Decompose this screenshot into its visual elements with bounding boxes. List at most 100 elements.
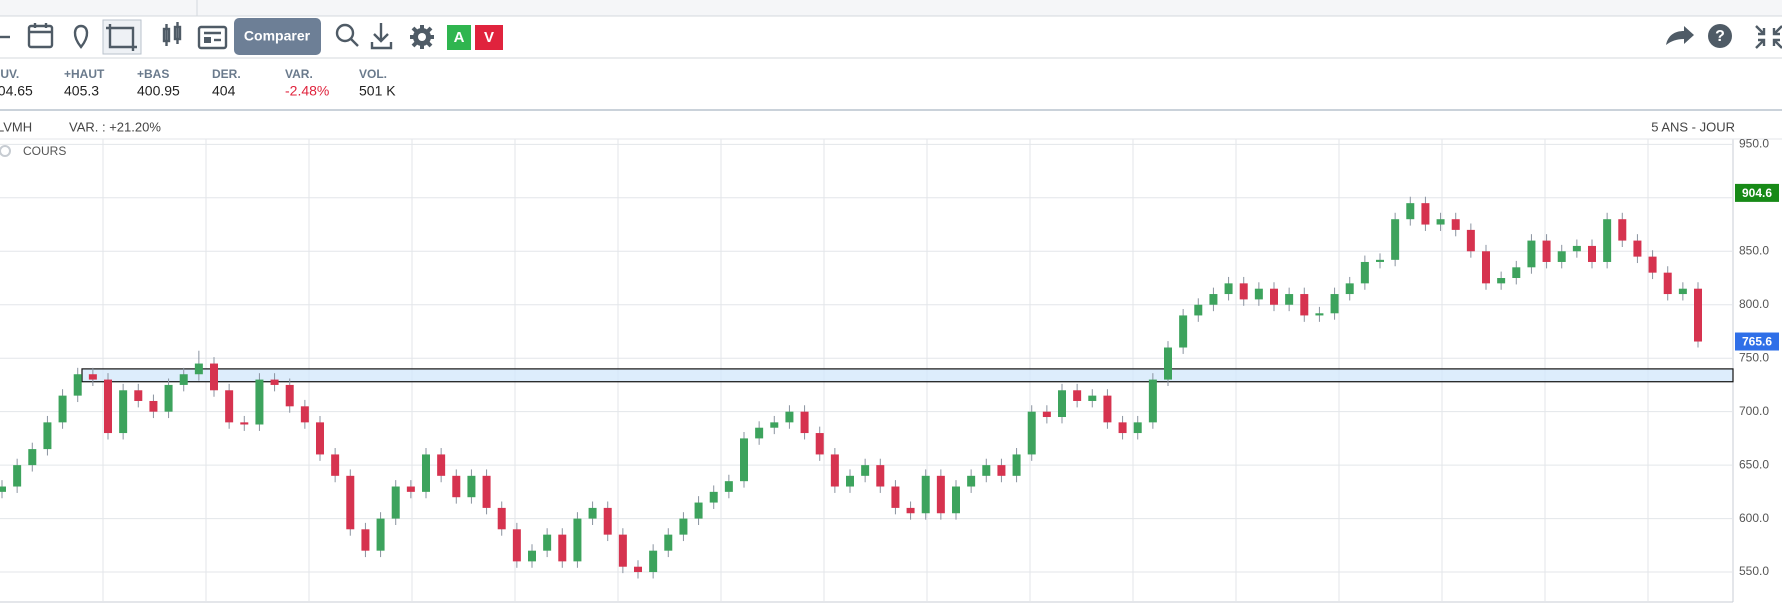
candle-body — [452, 475, 461, 498]
candle-body — [149, 400, 158, 412]
quote-value: 404.65 — [0, 83, 33, 99]
share-icon[interactable] — [1666, 26, 1694, 45]
candle-body — [664, 534, 673, 551]
quote-label: VAR. — [285, 67, 313, 81]
candle-body — [906, 507, 915, 514]
candle-body — [1603, 219, 1612, 262]
quote-value: 501 K — [359, 83, 396, 99]
candle-body — [422, 454, 430, 492]
candle-body — [58, 395, 67, 423]
candle-body — [1512, 267, 1521, 279]
candle-body — [921, 475, 930, 514]
candle-body — [497, 507, 506, 530]
candle-body — [28, 449, 37, 466]
candle-body — [1497, 278, 1506, 284]
candle-body — [104, 379, 112, 434]
candle-body — [88, 374, 97, 380]
variation: VAR. : +21.20% — [69, 119, 161, 134]
marker-icon[interactable] — [73, 24, 89, 49]
candle-body — [694, 502, 703, 519]
candle-body — [1618, 219, 1627, 241]
crop-icon — [106, 24, 137, 51]
price-label-box — [1735, 332, 1779, 351]
quote-label: +BAS — [137, 67, 169, 81]
candle-body — [346, 475, 355, 530]
calendar-icon[interactable] — [27, 23, 54, 49]
candle-body — [588, 507, 597, 519]
candle-body — [376, 518, 385, 551]
candle-body — [1209, 294, 1218, 305]
candle-body — [1270, 288, 1278, 305]
y-tick-label: 950.0 — [1739, 137, 1769, 151]
candle-body — [740, 438, 748, 482]
sell-button[interactable] — [475, 25, 503, 50]
candle-body — [73, 374, 82, 396]
download-icon[interactable] — [370, 23, 393, 50]
y-tick-label: 700.0 — [1739, 404, 1769, 418]
candle-body — [1648, 256, 1657, 273]
candle-body — [0, 486, 6, 492]
price-zone — [81, 368, 1734, 383]
help-icon[interactable]: ? — [1708, 24, 1732, 48]
news-icon[interactable] — [197, 25, 228, 50]
candle-body — [437, 454, 446, 476]
candle-body — [255, 379, 264, 425]
candle-body — [967, 475, 976, 487]
candle-body — [936, 475, 945, 514]
candle-body — [1678, 288, 1687, 295]
crop-icon-box[interactable] — [102, 19, 142, 55]
candle-body — [861, 465, 870, 476]
quote-label: DER. — [212, 67, 241, 81]
candle-body — [1315, 313, 1324, 316]
candle-body — [210, 363, 218, 391]
candle-body — [13, 465, 22, 487]
candle-body — [1012, 454, 1021, 476]
price-label: 765.6 — [1742, 335, 1772, 349]
y-tick-label: 850.0 — [1739, 243, 1769, 257]
candle-body — [1694, 288, 1702, 342]
candle-body — [467, 475, 476, 498]
period: 5 ANS - JOUR — [1651, 119, 1735, 134]
candle-body — [634, 566, 642, 573]
candle-body — [1042, 411, 1051, 418]
quote-label: OUV. — [0, 67, 19, 81]
candle-body — [724, 481, 733, 492]
settings-icon[interactable] — [410, 25, 434, 49]
quote-bar: OUV. 404.65 +HAUT 405.3 +BAS 400.95 DER. 404 VAR… — [0, 67, 396, 99]
candle-body — [1406, 203, 1415, 220]
candle-body — [997, 465, 1006, 476]
legend: COURS — [0, 144, 66, 158]
candle-body — [1557, 251, 1566, 262]
candle-body — [1300, 294, 1309, 316]
candle-body — [43, 422, 52, 450]
candle-body — [800, 411, 809, 434]
candle-body — [194, 363, 203, 375]
search-icon[interactable] — [335, 23, 359, 47]
candle-body — [1633, 240, 1642, 257]
candle-body — [1391, 219, 1400, 260]
candle-body — [952, 486, 960, 514]
candle-body — [512, 529, 521, 562]
sell-label: V — [484, 29, 494, 46]
candle-body — [1421, 203, 1430, 225]
candle-body — [558, 534, 567, 562]
legend-label: COURS — [23, 144, 66, 158]
candle-body — [1451, 219, 1460, 230]
candle-body — [649, 550, 658, 573]
buy-button[interactable] — [447, 25, 471, 50]
plot: 550.0600.0650.0700.0750.0800.0850.0900.0… — [0, 137, 1782, 603]
compare-button[interactable] — [234, 18, 321, 55]
candle-body — [1542, 240, 1551, 262]
candle-body — [1466, 229, 1475, 252]
candle-body — [543, 534, 552, 551]
candle-body — [1527, 240, 1536, 268]
candle-body — [785, 411, 794, 423]
candle-icon[interactable] — [162, 22, 182, 46]
buy-label: A — [454, 29, 465, 46]
collapse-icon[interactable] — [1755, 25, 1782, 49]
quote-label: +HAUT — [64, 67, 105, 81]
candle-body — [300, 406, 309, 423]
y-tick-label: 600.0 — [1739, 511, 1769, 525]
